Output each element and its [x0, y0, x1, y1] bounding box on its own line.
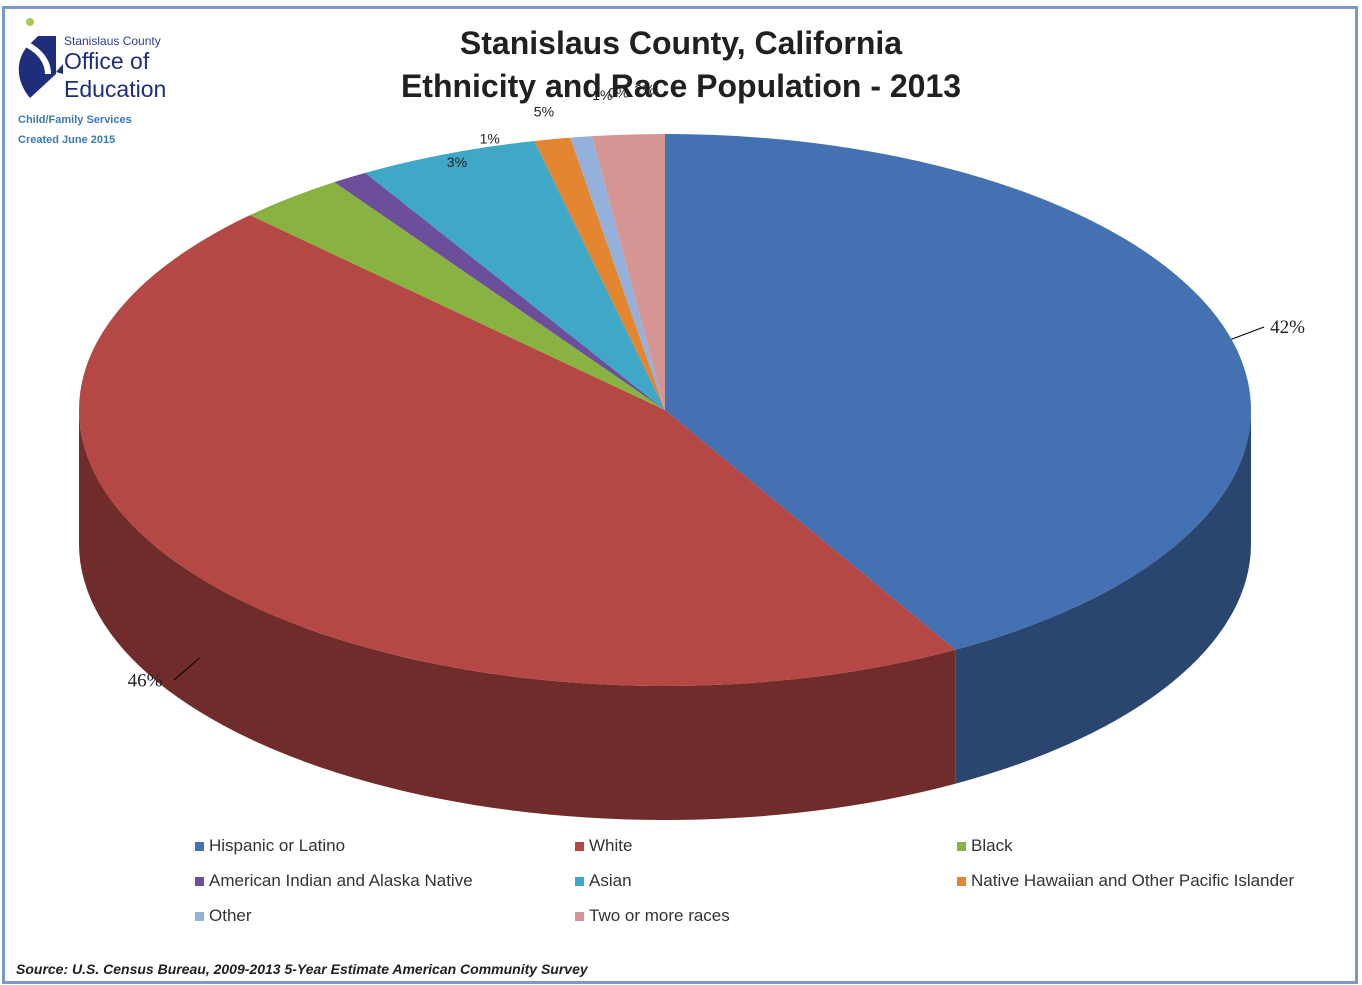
legend-item-asian: Asian: [575, 871, 632, 891]
data-label-white: 46%: [128, 670, 163, 691]
pie-slice-american-indian-and-alaska-native: [334, 172, 665, 410]
legend-label: Asian: [589, 871, 632, 890]
pie-slice-asian: [365, 140, 665, 410]
legend-label: Other: [209, 906, 252, 925]
data-label-native-hawaiian-and-other-pacific-islander: 1%: [592, 87, 612, 103]
chart-title: Stanislaus County, California Ethnicity …: [0, 22, 1362, 108]
legend-label: Hispanic or Latino: [209, 836, 346, 855]
legend-item-white: White: [575, 836, 632, 856]
legend-swatch: [575, 841, 584, 851]
legend-swatch: [195, 841, 204, 851]
legend-label: Native Hawaiian and Other Pacific Island…: [971, 871, 1295, 890]
logo-org-line1: Office of: [64, 48, 150, 74]
pie-sides: [79, 410, 1251, 820]
legend-label: White: [589, 836, 633, 855]
data-label-hispanic-or-latino: 42%: [1270, 317, 1305, 338]
legend-label: Black: [971, 836, 1013, 855]
legend-item-american-indian-and-alaska-native: American Indian and Alaska Native: [195, 871, 473, 891]
pie-slice-white: [79, 215, 956, 686]
data-label-two-or-more-races: 2%: [635, 82, 655, 98]
legend-label: Two or more races: [589, 906, 730, 925]
data-label-asian: 5%: [534, 104, 554, 120]
chart-title-line2: Ethnicity and Race Population - 2013: [400, 68, 962, 104]
legend-item-black: Black: [957, 836, 1013, 856]
leader-line-white: [173, 657, 200, 681]
pie-slice-two-or-more-races: [591, 134, 665, 410]
logo-org-small: Stanislaus County: [64, 34, 161, 48]
logo: Stanislaus County Office of Education Ch…: [8, 14, 198, 154]
logo-dept: Child/Family Services: [18, 114, 132, 126]
legend-swatch: [195, 911, 204, 921]
chart-title-line1: Stanislaus County, California: [459, 25, 903, 61]
data-label-black: 3%: [447, 154, 467, 170]
pie-slice-black: [249, 182, 665, 410]
data-label-american-indian-and-alaska-native: 1%: [480, 131, 500, 147]
chart-legend: Hispanic or Latino White Black American Ind…: [195, 836, 1345, 946]
pie-slice-other: [570, 136, 665, 410]
logo-mark-icon: [18, 18, 63, 98]
legend-swatch: [957, 841, 966, 851]
pie-tops: [79, 134, 1252, 686]
legend-item-hispanic-or-latino: Hispanic or Latino: [195, 836, 345, 856]
legend-swatch: [575, 876, 584, 886]
legend-swatch: [957, 876, 966, 886]
pie-data-labels: 42%46%3%1%5%1%0% 2%: [128, 82, 1305, 692]
legend-item-native-hawaiian-and-other-pacific-islander: Native Hawaiian and Other Pacific Island…: [957, 871, 1294, 891]
logo-org-line2: Education: [64, 76, 167, 102]
legend-label: American Indian and Alaska Native: [209, 871, 473, 890]
pie-side-hispanic-or-latino: [955, 410, 1251, 784]
pie-side-white: [79, 410, 956, 820]
legend-item-two-or-more-races: Two or more races: [575, 906, 730, 926]
source-note: Source: U.S. Census Bureau, 2009-2013 5-…: [16, 961, 588, 977]
logo-created: Created June 2015: [18, 134, 116, 146]
pie-slice-native-hawaiian-and-other-pacific-islander: [534, 137, 665, 410]
legend-item-other: Other: [195, 906, 252, 926]
legend-swatch: [195, 876, 204, 886]
leader-line-hispanic-or-latino: [1231, 326, 1265, 340]
legend-swatch: [575, 911, 584, 921]
data-label-other: 0%: [608, 84, 628, 100]
pie-slice-hispanic-or-latino: [665, 134, 1252, 650]
